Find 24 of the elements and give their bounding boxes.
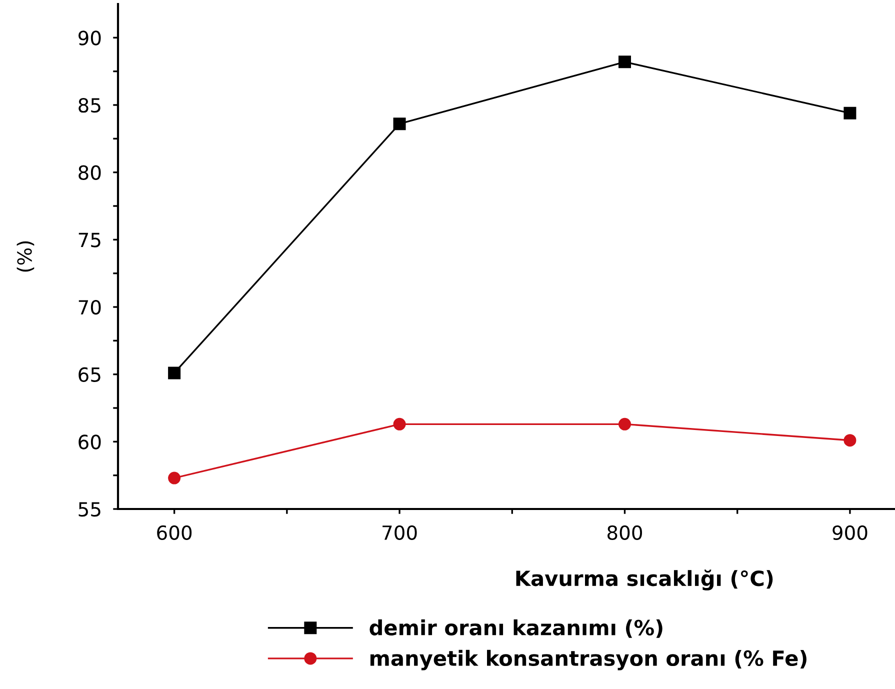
legend-label: demir oranı kazanımı (%) [370,619,662,638]
legend-label: manyetik konsantrasyon oranı (% Fe) [370,650,806,670]
point [393,418,406,430]
y-tick-label: 60 [78,434,101,450]
point [618,418,631,430]
point [618,56,631,68]
x-tick-label: 900 [832,525,868,540]
point [844,106,856,120]
y-tick-label: 65 [78,367,100,382]
y-tick-label: 75 [78,232,100,248]
x-tick-label: 600 [157,525,192,540]
x-tick-label: 800 [608,525,642,540]
y-tick-label: 55 [78,502,100,517]
x-axis-title: Kavurma sıcaklığı (°C) [516,570,773,590]
point [168,472,181,484]
point [844,434,856,447]
point [393,118,406,130]
point [168,366,181,380]
x-tick-label: 700 [382,525,417,540]
y-tick-label: 90 [78,30,101,46]
y-tick-label: 85 [78,98,100,113]
y-tick-label: 70 [78,300,101,315]
y-axis-title: (%) [16,241,34,272]
y-tick-label: 80 [78,165,101,180]
